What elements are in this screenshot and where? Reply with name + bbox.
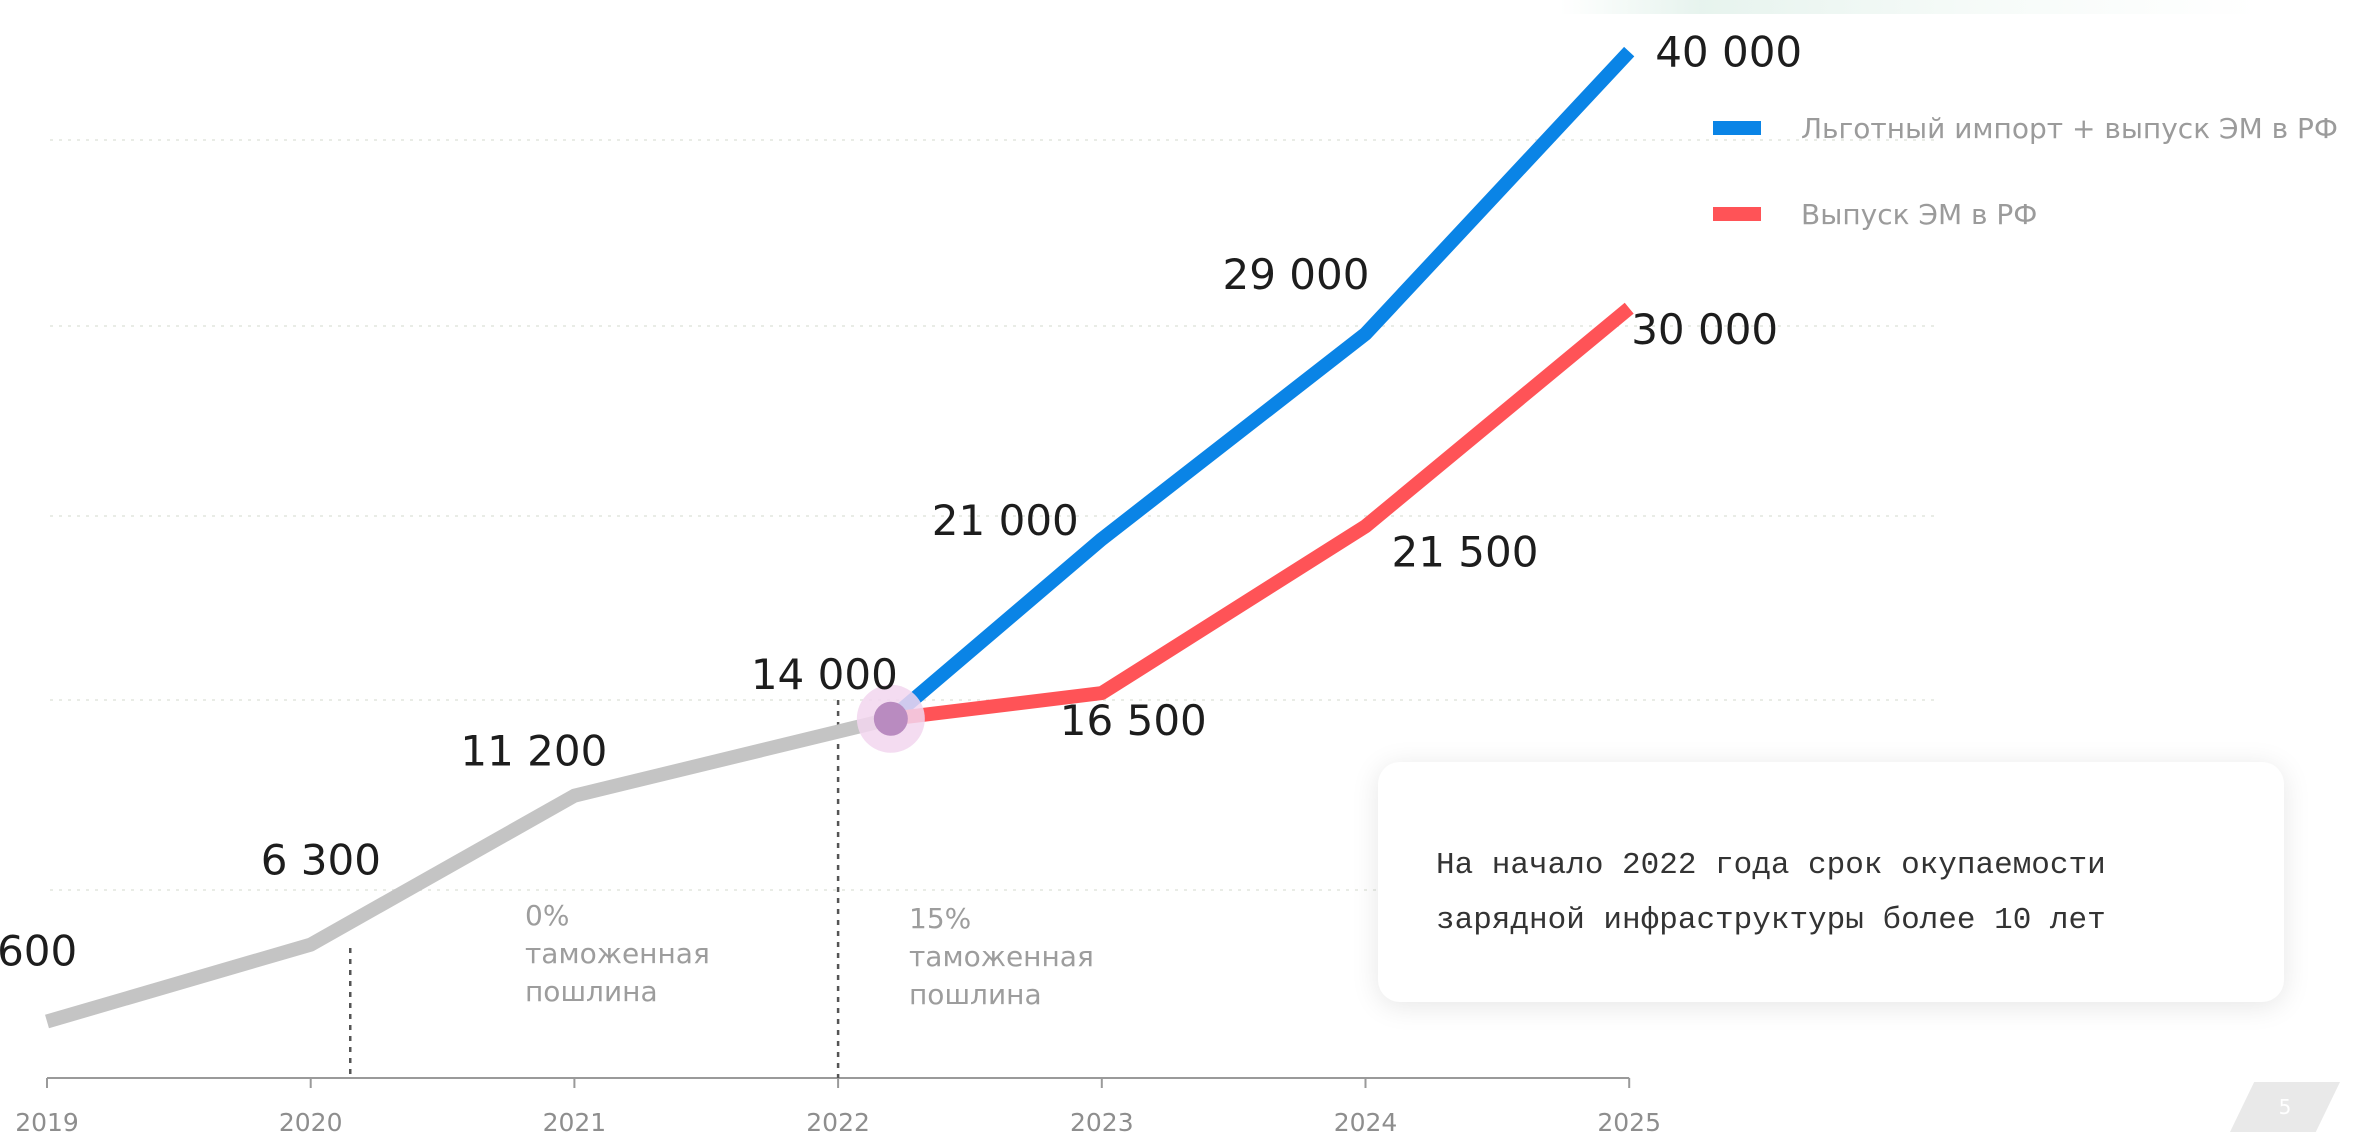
- x-tick-label: 2024: [1334, 1108, 1398, 1132]
- legend-swatch-production: [1713, 207, 1761, 221]
- legend-swatch-import: [1713, 121, 1761, 135]
- x-tick-label: 2025: [1597, 1108, 1661, 1132]
- data-label: 30 000: [1631, 305, 1778, 354]
- duty-annotation-line: 15%: [909, 902, 971, 935]
- legend-label-production: Выпуск ЭМ в РФ: [1801, 197, 2038, 231]
- data-label: 3 600: [0, 927, 77, 976]
- transition-marker: [856, 684, 925, 753]
- note-text: На начало 2022 года срок окупаемости зар…: [1436, 848, 2106, 938]
- data-labels: 3 600 6 300 11 200 14 000 21 000 29 000 40 000…: [0, 28, 1802, 976]
- data-label: 6 300: [261, 836, 381, 885]
- series-line-historical: [45, 711, 893, 1029]
- data-label: 14 000: [751, 650, 898, 699]
- duty-annotation-line: пошлина: [525, 975, 658, 1008]
- legend-label-import: Льготный импорт + выпуск ЭМ в РФ: [1801, 111, 2339, 145]
- page-number-badge: 5: [2230, 1082, 2340, 1132]
- legend-item-production: Выпуск ЭМ в РФ: [1713, 194, 2338, 234]
- data-label: 40 000: [1655, 28, 1802, 77]
- x-tick-label: 2019: [15, 1108, 79, 1132]
- legend-item-import: Льготный импорт + выпуск ЭМ в РФ: [1713, 108, 2338, 148]
- x-tick-label: 2023: [1070, 1108, 1134, 1132]
- top-decoration: [1560, 0, 2260, 14]
- series-lines: [45, 46, 1635, 1029]
- x-tick-label: 2020: [279, 1108, 343, 1132]
- duty-annotation-line: таможенная: [525, 937, 710, 970]
- series-line-production_only: [889, 302, 1634, 726]
- data-label: 21 000: [932, 496, 1079, 545]
- legend: Льготный импорт + выпуск ЭМ в РФ Выпуск …: [1713, 108, 2338, 280]
- page-number: 5: [2278, 1095, 2292, 1119]
- duty-divider-lines: [349, 700, 840, 1078]
- duty-annotation-line: 0%: [525, 899, 569, 932]
- duty-annotations: 0% таможенная пошлина 15% таможенная пошлина: [525, 899, 1094, 1011]
- x-tick-label: 2022: [806, 1108, 870, 1132]
- x-tick-label: 2021: [543, 1108, 607, 1132]
- series-line-import_plus_production: [886, 46, 1635, 725]
- note-card: На начало 2022 года срок окупаемости зар…: [1378, 762, 2284, 1002]
- duty-annotation-line: пошлина: [909, 978, 1042, 1011]
- data-label: 29 000: [1223, 250, 1370, 299]
- data-label: 21 500: [1392, 527, 1539, 576]
- marker-dot: [873, 701, 908, 736]
- x-axis: 2019 2020 2021 2022 2023 2024 2025: [15, 1077, 1661, 1132]
- data-label: 11 200: [460, 727, 607, 776]
- data-label: 16 500: [1060, 696, 1207, 745]
- duty-annotation-line: таможенная: [909, 940, 1094, 973]
